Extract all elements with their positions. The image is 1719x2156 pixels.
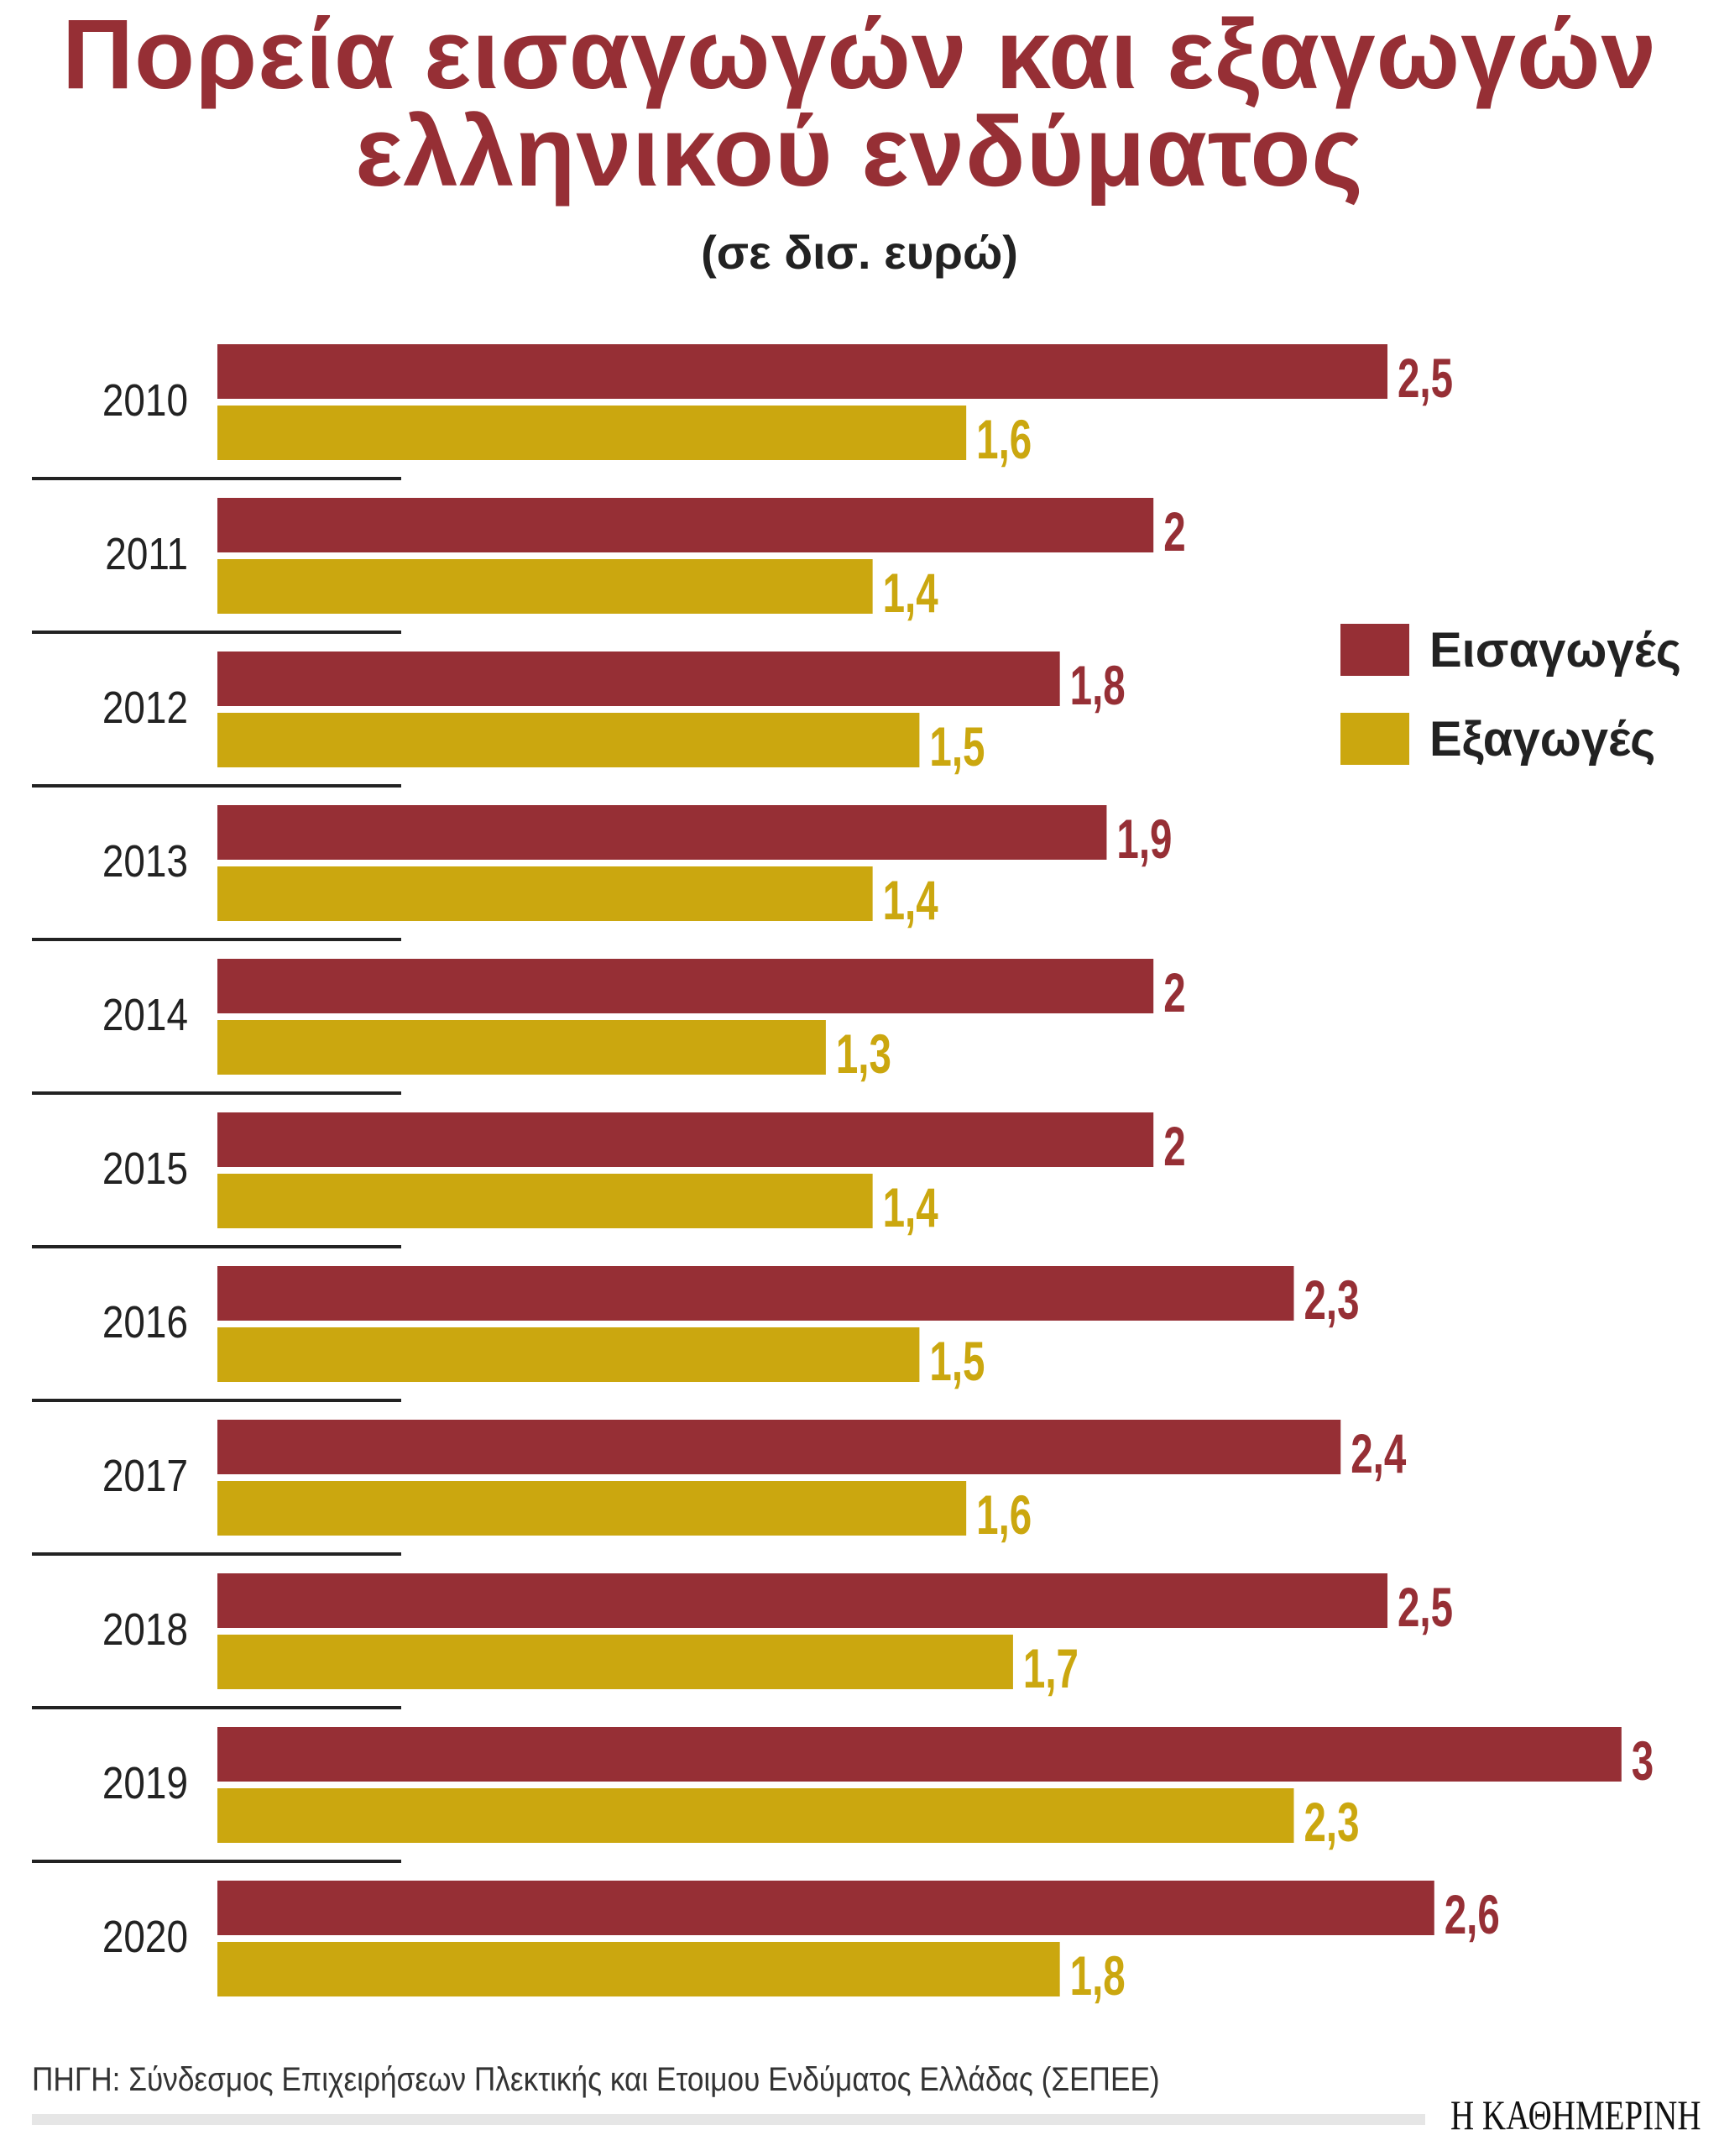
year-label: 2014 (102, 990, 188, 1040)
legend-label-exports: Εξαγωγές (1429, 712, 1656, 767)
value-label-imports: 2,3 (1304, 1269, 1359, 1331)
row-separator (32, 1552, 401, 1556)
value-label-imports: 2,5 (1398, 348, 1453, 409)
year-label: 2011 (105, 529, 188, 579)
row-separator (32, 1706, 401, 1709)
bar-exports (217, 1020, 826, 1075)
value-label-exports: 1,4 (883, 1177, 938, 1238)
bar-exports (217, 713, 920, 767)
bar-exports (217, 1635, 1013, 1689)
bar-exports (217, 1174, 873, 1228)
bar-exports (217, 559, 873, 614)
value-label-exports: 1,5 (929, 716, 985, 777)
bar-chart: 2010 2,5 1,6 2011 2 1,4 2012 1,8 1,5 2013 1,9 1,4 20… (32, 344, 1654, 2007)
bar-imports (217, 1420, 1341, 1474)
year-label: 2017 (102, 1451, 188, 1501)
legend-label-imports: Εισαγωγές (1429, 623, 1681, 678)
value-label-imports: 3 (1632, 1730, 1654, 1792)
chart-subtitle: (σε δισ. ευρώ) (701, 226, 1018, 279)
row-separator (32, 938, 401, 941)
value-label-imports: 1,8 (1070, 655, 1126, 716)
year-label: 2015 (102, 1143, 188, 1194)
bar-exports (217, 406, 967, 460)
row-separator (32, 631, 401, 634)
bar-imports (217, 805, 1107, 860)
row-separator (32, 1399, 401, 1402)
value-label-imports: 2,4 (1351, 1423, 1406, 1484)
bar-exports (217, 1942, 1060, 1996)
row-separator (32, 1860, 401, 1863)
bar-exports (217, 1481, 967, 1536)
footer-divider (32, 2114, 1425, 2125)
bar-exports (217, 1327, 920, 1382)
row-separator (32, 1245, 401, 1248)
legend-swatch-exports (1340, 713, 1409, 765)
value-label-exports: 1,8 (1070, 1945, 1126, 2007)
year-label: 2012 (102, 683, 188, 733)
bar-imports (217, 344, 1387, 399)
bar-exports (217, 1788, 1294, 1843)
brand-logo: Η ΚΑΘΗΜΕΡΙΝΗ (1450, 2091, 1701, 2138)
value-label-imports: 1,9 (1116, 808, 1172, 870)
source-note: ΠΗΓΗ: Σύνδεσμος Επιχειρήσεων Πλεκτικής κ… (32, 2061, 1160, 2098)
row-separator (32, 1091, 401, 1095)
value-label-exports: 2,3 (1304, 1792, 1359, 1853)
year-label: 2016 (102, 1297, 188, 1348)
value-label-imports: 2 (1163, 501, 1185, 563)
bar-imports (217, 652, 1060, 706)
value-label-exports: 1,3 (836, 1023, 891, 1085)
value-label-exports: 1,5 (929, 1331, 985, 1392)
bar-exports (217, 866, 873, 921)
bar-imports (217, 1881, 1434, 1935)
value-label-exports: 1,6 (976, 1484, 1032, 1546)
value-label-imports: 2 (1163, 1116, 1185, 1177)
value-label-imports: 2 (1163, 962, 1185, 1023)
value-label-imports: 2,6 (1445, 1884, 1500, 1945)
bar-imports (217, 1112, 1154, 1167)
row-separator (32, 784, 401, 788)
year-label: 2018 (102, 1604, 188, 1655)
value-label-exports: 1,4 (883, 563, 938, 624)
year-label: 2010 (102, 375, 188, 426)
chart-title-line-2: ελληνικού ενδύματος (355, 97, 1364, 207)
value-label-exports: 1,4 (883, 870, 938, 931)
bar-imports (217, 1266, 1294, 1321)
bar-imports (217, 1573, 1387, 1628)
chart-title-line-1: Πορεία εισαγωγών και εξαγωγών (61, 0, 1658, 110)
bar-imports (217, 1727, 1622, 1782)
bar-imports (217, 498, 1154, 552)
year-label: 2019 (102, 1758, 188, 1808)
value-label-imports: 2,5 (1398, 1577, 1453, 1638)
row-separator (32, 477, 401, 480)
value-label-exports: 1,6 (976, 409, 1032, 470)
value-label-exports: 1,7 (1023, 1638, 1079, 1699)
year-label: 2020 (102, 1912, 188, 1962)
bar-imports (217, 959, 1154, 1013)
year-label: 2013 (102, 836, 188, 887)
legend-swatch-imports (1340, 624, 1409, 676)
